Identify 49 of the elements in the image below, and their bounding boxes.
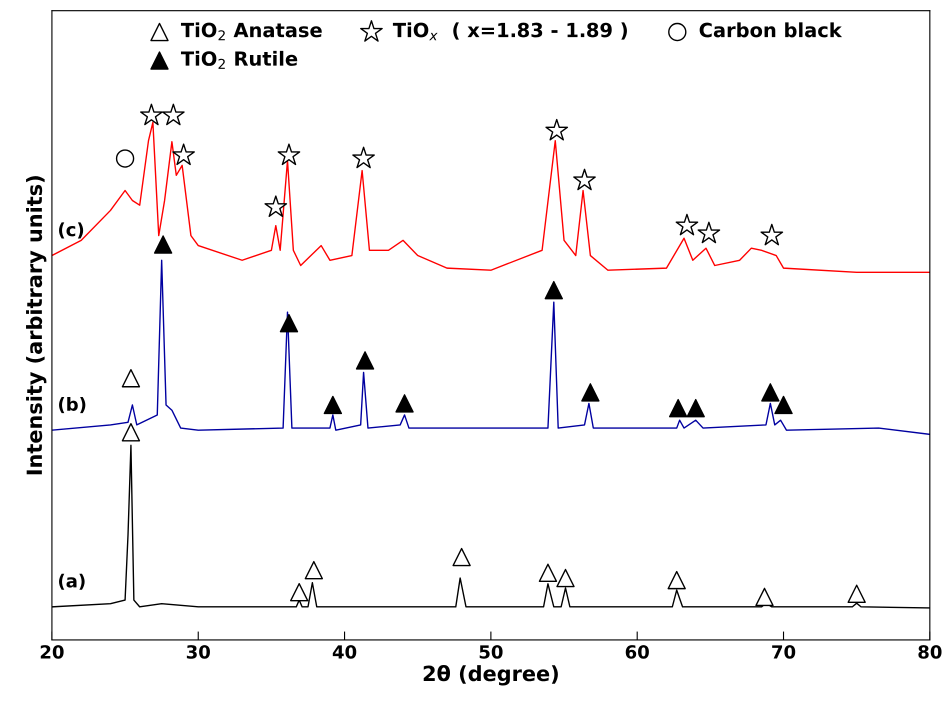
point [668,570,686,590]
point [264,195,288,218]
x-tick-label: 50 [480,645,503,659]
point [122,369,140,388]
x-tick-label: 20 [40,645,64,659]
point [544,280,563,300]
legend-label: TiO$_{2}$ Anatase [180,22,322,40]
point [847,584,866,603]
x-tick-label: 70 [772,645,796,659]
point [774,396,793,414]
point [581,383,600,402]
series-label: (a) [59,574,85,590]
point [668,398,688,418]
point [154,235,172,254]
series-label: (b) [59,396,86,414]
x-tick-label: 80 [918,645,942,659]
x-tick-label: 30 [186,645,210,659]
point [676,214,698,236]
point [278,143,300,166]
point [116,149,134,168]
point [172,143,195,166]
point [760,224,784,246]
point [122,423,140,442]
legend-label: TiO$_{2}$ Rutile [180,50,298,69]
point [304,560,324,580]
point [545,118,568,140]
x-axis-title: 2θ (degree) [424,665,558,686]
point [761,383,780,402]
point [686,398,705,418]
point [140,104,163,126]
point [356,351,374,370]
y-axis-title: Intensity (arbitrary units) [26,176,46,474]
point [698,222,720,244]
point [395,394,414,413]
legend-label: TiO$_{x}$ ( x=1.83 - 1.89 ) [392,22,627,40]
x-tick-label: 60 [626,645,649,659]
point [290,582,308,602]
point [280,314,298,332]
series-label: (c) [59,222,84,238]
x-tick-label: 40 [332,645,356,659]
point [538,564,558,582]
point [573,168,596,190]
point [755,588,774,606]
point [556,568,575,588]
legend-label: Carbon black [700,22,842,38]
point [324,396,342,414]
point [162,104,185,126]
point [352,146,375,168]
point [452,548,471,566]
